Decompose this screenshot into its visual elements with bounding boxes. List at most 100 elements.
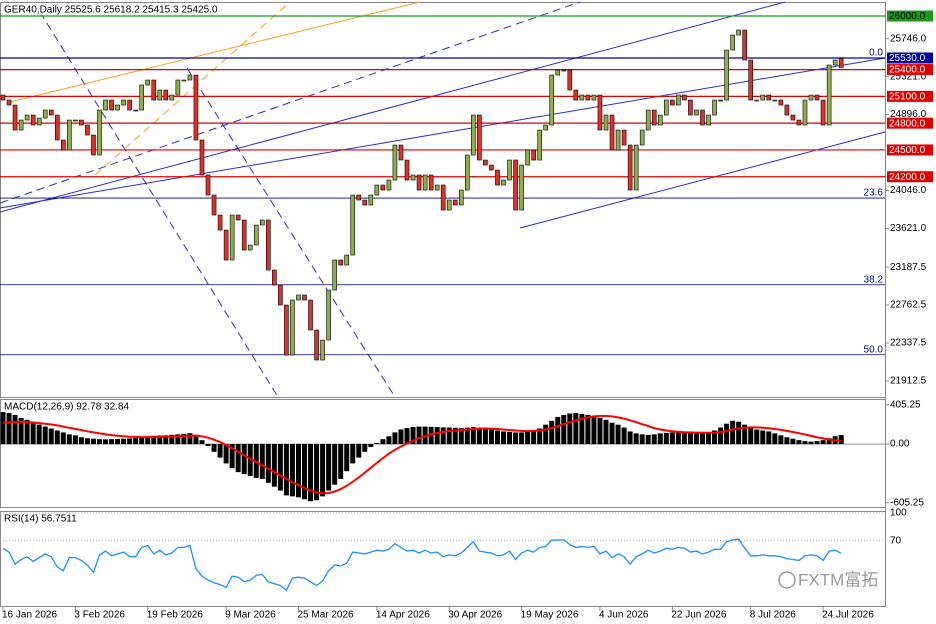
- macd-bar: [446, 427, 452, 445]
- candle-body: [133, 109, 138, 112]
- macd-bar: [229, 444, 235, 469]
- y-tick-label: 22762.5: [890, 300, 927, 311]
- macd-bar: [778, 435, 784, 445]
- macd-bar: [362, 444, 368, 452]
- macd-bar: [151, 435, 157, 445]
- macd-bar: [392, 432, 398, 445]
- candle-body: [42, 109, 48, 119]
- macd-bar: [326, 444, 332, 491]
- x-tick-label: 30 Apr 2026: [448, 610, 502, 621]
- x-tick-label: 22 Jun 2026: [671, 610, 726, 621]
- macd-bar: [121, 438, 127, 445]
- plot-layer: 25746.0 25321.0 24896.0 24046.0 23621.0 23187…: [0, 4, 933, 621]
- trendlines: [0, 1, 886, 398]
- candle-body: [513, 159, 518, 211]
- candle-body: [507, 159, 512, 181]
- signal-line: [2, 415, 842, 495]
- macd-bar: [398, 429, 404, 445]
- macd-bar: [410, 427, 416, 445]
- candle-body: [30, 114, 36, 126]
- candle-body: [145, 79, 151, 86]
- level-label: 26000.0: [889, 11, 926, 22]
- macd-bar: [295, 444, 301, 498]
- macd-bar: [808, 441, 814, 445]
- candle-body: [326, 289, 331, 341]
- macd-bar: [127, 438, 133, 445]
- candle-body: [621, 129, 627, 146]
- level-label: 24200.0: [889, 172, 926, 183]
- macd-bar: [712, 430, 718, 445]
- macd-bar: [308, 444, 314, 502]
- watermark-text: FXTM富拓: [798, 570, 878, 589]
- candle-body: [730, 34, 735, 51]
- watermark: FXTM富拓: [778, 570, 878, 589]
- y-tick-label: -605.25: [890, 497, 924, 508]
- macd-bar: [555, 416, 561, 445]
- candle-body: [446, 199, 452, 211]
- macd-bar: [66, 434, 72, 445]
- macd-bar: [374, 443, 380, 445]
- y-tick-label: 23621.0: [890, 223, 927, 234]
- candle-body: [519, 164, 524, 211]
- trendline: [519, 131, 886, 229]
- macd-bar: [199, 440, 205, 445]
- candle-body: [422, 174, 428, 191]
- macd-bar: [241, 444, 247, 475]
- candle-body: [603, 114, 609, 131]
- macd-bar: [96, 439, 102, 445]
- level-label: 24500.0: [889, 145, 926, 156]
- candle-body: [543, 124, 549, 131]
- candle-body: [235, 214, 241, 221]
- candle-body: [314, 329, 319, 361]
- candle-body: [54, 114, 60, 141]
- macd-bar: [699, 433, 705, 445]
- macd-bar: [283, 444, 289, 496]
- macd-bar: [561, 414, 567, 445]
- candle-body: [567, 69, 573, 91]
- candle-body: [766, 94, 772, 101]
- candle-body: [784, 104, 790, 116]
- macd-bar: [706, 432, 712, 445]
- macd-bar: [404, 428, 410, 445]
- macd-bar: [784, 437, 790, 445]
- candle-body: [241, 219, 247, 251]
- macd-bar: [458, 428, 464, 445]
- macd-bar: [476, 427, 482, 445]
- macd-bar: [6, 413, 12, 445]
- candle-body: [211, 194, 217, 216]
- candle-body: [302, 294, 307, 301]
- macd-bar: [175, 434, 181, 445]
- candle-body: [350, 194, 356, 256]
- candle-body: [465, 154, 470, 191]
- level-label-box: [887, 171, 933, 183]
- x-tick-label: 19 Feb 2026: [147, 610, 204, 621]
- macd-bar: [736, 421, 742, 445]
- macd-bar: [60, 432, 66, 445]
- candle-body: [272, 269, 277, 286]
- macd-bar: [30, 421, 36, 445]
- candle-body: [344, 254, 350, 266]
- macd-bar: [663, 432, 669, 445]
- macd-bar: [145, 436, 151, 445]
- candle-body: [537, 129, 542, 161]
- candle-body: [489, 164, 494, 171]
- macd-bar: [302, 444, 307, 500]
- y-tick-label: 24896.0: [890, 109, 927, 120]
- candle-body: [79, 119, 84, 126]
- candle-body: [778, 99, 784, 106]
- macd-bar: [543, 424, 549, 445]
- macd-bar: [796, 440, 802, 445]
- candle-body: [121, 99, 126, 106]
- candle-body: [742, 29, 747, 61]
- macd-bar: [609, 422, 615, 445]
- candle-body: [615, 129, 621, 151]
- candle-body: [790, 114, 796, 121]
- macd-bar: [507, 431, 513, 445]
- candle-body: [380, 184, 386, 191]
- macd-bar: [693, 433, 699, 445]
- fib-label: 38.2: [864, 274, 884, 285]
- macd-bar: [452, 427, 458, 445]
- candle-body: [712, 99, 717, 116]
- y-tick-label: 100: [890, 508, 907, 519]
- macd-bar: [0, 412, 6, 445]
